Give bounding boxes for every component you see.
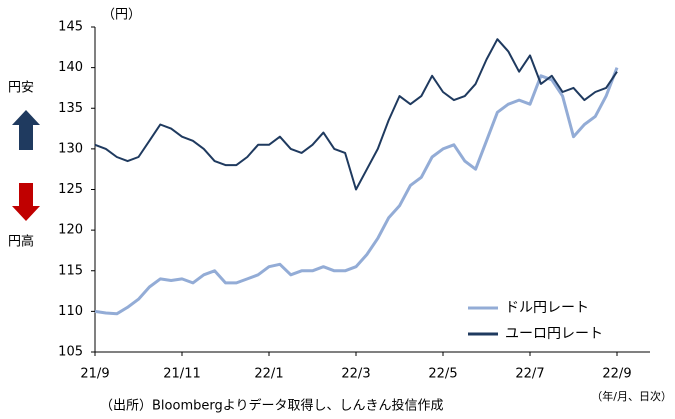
legend-label: ユーロ円レート <box>505 326 603 342</box>
y-axis-label: （円） <box>102 8 141 23</box>
x-tick-label: 22/1 <box>254 367 283 382</box>
x-tick-label: 22/7 <box>515 367 544 382</box>
source-note: （出所）Bloombergよりデータ取得し、しんきん投信作成 <box>100 398 443 414</box>
y-tick-label: 125 <box>58 182 83 197</box>
y-tick-label: 105 <box>58 345 83 360</box>
y-tick-label: 110 <box>58 304 83 319</box>
annotation-weak-yen: 円安 <box>8 81 34 96</box>
y-tick-label: 140 <box>58 60 83 75</box>
y-tick-label: 115 <box>58 263 83 278</box>
y-tick-label: 135 <box>58 101 83 116</box>
x-tick-label: 22/5 <box>428 367 457 382</box>
x-tick-label: 22/9 <box>602 367 631 382</box>
y-tick-label: 130 <box>58 141 83 156</box>
y-tick-label: 120 <box>58 223 83 238</box>
x-axis-label: （年/月、日次） <box>591 389 672 403</box>
legend-label: ドル円レート <box>505 300 589 316</box>
x-tick-label: 21/11 <box>163 367 200 382</box>
up-arrow <box>12 110 40 150</box>
y-tick-label: 145 <box>58 20 83 35</box>
series-line <box>94 38 618 191</box>
down-arrow <box>12 183 40 221</box>
annotation-strong-yen: 円高 <box>8 234 34 250</box>
x-tick-label: 21/9 <box>80 367 109 382</box>
series-line <box>94 67 619 316</box>
x-tick-label: 22/3 <box>341 367 370 382</box>
